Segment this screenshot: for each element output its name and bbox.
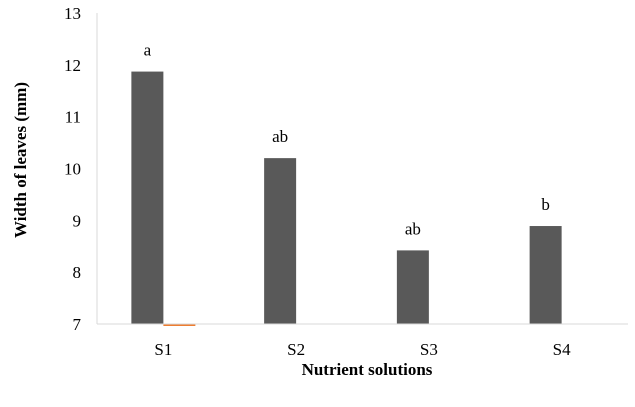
x-tick-label: S3 [420, 340, 438, 359]
x-tick-label: S1 [154, 340, 172, 359]
x-axis-ticks: S1 S2 S3 S4 [154, 340, 571, 359]
y-tick-label: 9 [73, 211, 82, 230]
y-tick-label: 8 [73, 263, 82, 282]
bar-series1-s2 [264, 158, 297, 324]
significance-label: ab [272, 127, 288, 146]
significance-labels: a ab ab b [144, 41, 550, 239]
bars [131, 71, 562, 326]
y-tick-label: 12 [64, 56, 81, 75]
bar-series1-s1 [131, 71, 164, 325]
y-tick-label: 7 [73, 315, 82, 334]
y-axis-title: Width of leaves (mm) [11, 82, 30, 238]
y-tick-label: 10 [64, 160, 81, 179]
x-tick-label: S4 [553, 340, 571, 359]
x-tick-label: S2 [287, 340, 305, 359]
y-axis-ticks: 7 8 9 10 11 12 13 [64, 4, 82, 334]
bar-series1-s3 [396, 250, 429, 324]
bar-series1-s4 [529, 226, 562, 324]
bar-series2-s1 [163, 324, 196, 326]
significance-label: a [144, 41, 152, 60]
y-tick-label: 13 [64, 4, 81, 23]
y-tick-label: 11 [65, 108, 81, 127]
x-axis-title: Nutrient solutions [302, 360, 433, 379]
significance-label: ab [405, 219, 421, 238]
significance-label: b [541, 195, 550, 214]
